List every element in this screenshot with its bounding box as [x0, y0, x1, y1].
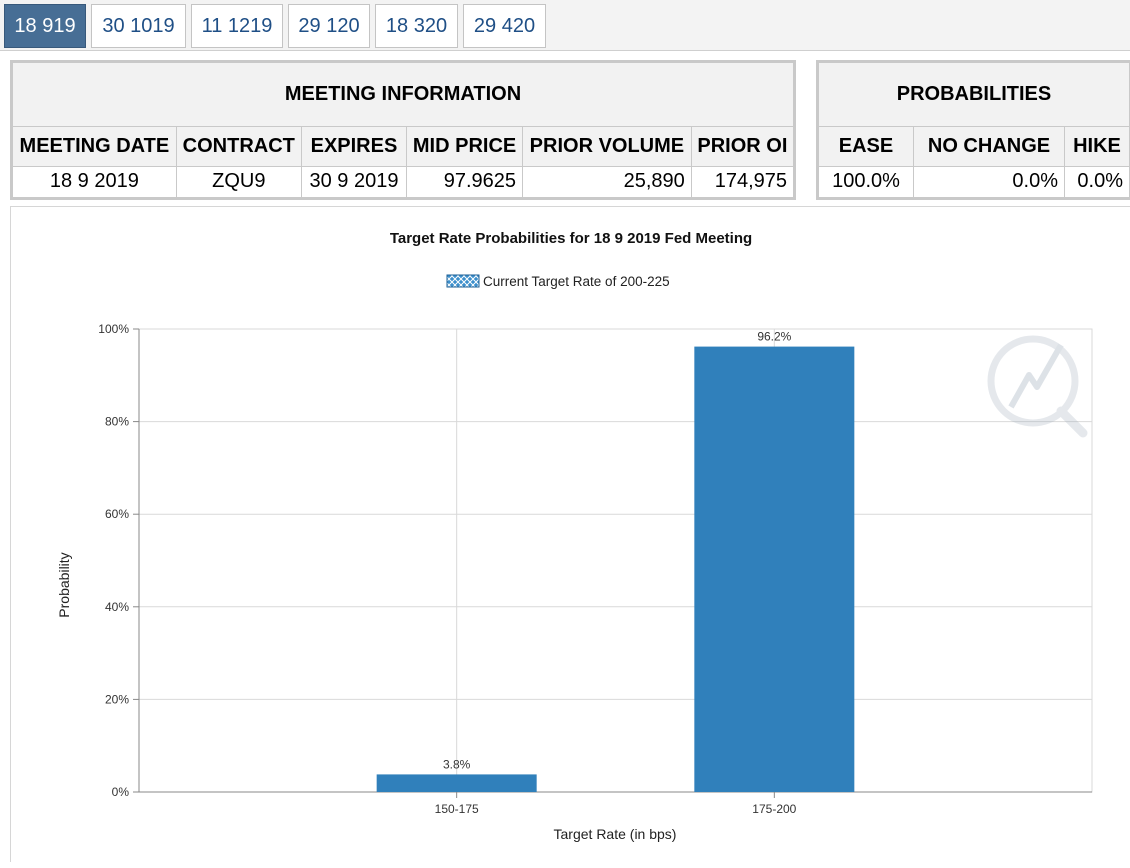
- bar-150-175: [376, 774, 537, 792]
- legend-label: Current Target Rate of 200-225: [483, 274, 670, 289]
- cell-ease: 100.0%: [818, 165, 914, 199]
- table-row: 100.0% 0.0% 0.0%: [818, 165, 1130, 199]
- y-axis-ticks: 0% 20% 40% 60% 80% 100%: [98, 322, 139, 799]
- data-label: 96.2%: [757, 330, 791, 344]
- col-no-change: NO CHANGE: [913, 125, 1065, 167]
- y-axis-label: Probability: [56, 552, 72, 617]
- cell-prior-oi: 174,975: [690, 165, 795, 199]
- chart-legend: Current Target Rate of 200-225: [446, 274, 670, 289]
- tab-30-1019[interactable]: 30 1019: [91, 4, 186, 48]
- probabilities-table: PROBABILITIES EASE NO CHANGE HIKE 100.0%…: [818, 62, 1130, 199]
- col-ease: EASE: [818, 125, 914, 167]
- plot-area: [138, 328, 1093, 793]
- y-tick-label: 100%: [98, 322, 129, 336]
- x-axis-ticks: 150-175 175-200: [435, 792, 797, 816]
- col-contract: CONTRACT: [175, 125, 302, 167]
- probabilities-panel: PROBABILITIES EASE NO CHANGE HIKE 100.0%…: [816, 60, 1130, 200]
- target-rate-chart: Target Rate Probabilities for 18 9 2019 …: [56, 230, 1093, 842]
- col-meeting-date: MEETING DATE: [12, 125, 177, 167]
- col-mid-price: MID PRICE: [406, 125, 524, 167]
- data-label: 3.8%: [443, 757, 471, 771]
- meeting-tabs: 18 919 30 1019 11 1219 29 120 18 320 29 …: [0, 0, 1130, 51]
- cell-contract: ZQU9: [175, 165, 302, 199]
- cell-meeting-date: 18 9 2019: [12, 165, 177, 199]
- y-tick-label: 60%: [105, 507, 129, 521]
- meeting-information-panel: MEETING INFORMATION MEETING DATE CONTRAC…: [10, 60, 796, 200]
- cell-expires: 30 9 2019: [300, 165, 408, 199]
- cell-hike: 0.0%: [1064, 165, 1130, 199]
- probabilities-title: PROBABILITIES: [818, 62, 1130, 127]
- y-tick-label: 20%: [105, 692, 129, 706]
- x-axis-label: Target Rate (in bps): [554, 826, 677, 842]
- cell-no-change: 0.0%: [913, 165, 1065, 199]
- bar-175-200: [694, 346, 855, 792]
- cell-prior-volume: 25,890: [522, 165, 692, 199]
- y-tick-label: 0%: [112, 785, 130, 799]
- cell-mid-price: 97.9625: [406, 165, 524, 199]
- tab-29-120[interactable]: 29 120: [288, 4, 370, 48]
- meeting-information-table: MEETING INFORMATION MEETING DATE CONTRAC…: [12, 62, 795, 199]
- tab-18-919[interactable]: 18 919: [4, 4, 86, 48]
- chart-title: Target Rate Probabilities for 18 9 2019 …: [390, 230, 752, 247]
- y-tick-label: 80%: [105, 415, 129, 429]
- col-expires: EXPIRES: [300, 125, 408, 167]
- col-prior-oi: PRIOR OI: [690, 125, 795, 167]
- tab-11-1219[interactable]: 11 1219: [191, 4, 283, 48]
- x-tick-label: 175-200: [752, 802, 796, 816]
- chart-grid: [138, 328, 1093, 793]
- chart-panel: Target Rate Probabilities for 18 9 2019 …: [10, 206, 1130, 862]
- col-hike: HIKE: [1064, 125, 1130, 167]
- watermark-logo-icon: [987, 335, 1088, 438]
- col-prior-volume: PRIOR VOLUME: [522, 125, 692, 167]
- tab-18-320[interactable]: 18 320: [375, 4, 458, 48]
- chart-bars: 3.8% 96.2%: [376, 330, 855, 792]
- x-tick-label: 150-175: [435, 802, 479, 816]
- tab-29-420[interactable]: 29 420: [463, 4, 546, 48]
- table-row: 18 9 2019 ZQU9 30 9 2019 97.9625 25,890 …: [12, 165, 795, 199]
- legend-swatch: [446, 274, 480, 288]
- meeting-information-title: MEETING INFORMATION: [12, 62, 794, 127]
- y-tick-label: 40%: [105, 600, 129, 614]
